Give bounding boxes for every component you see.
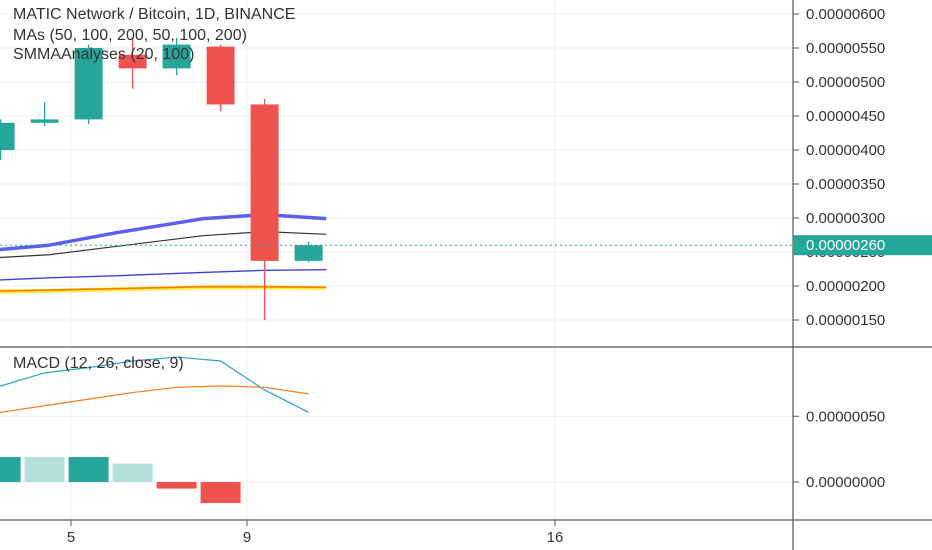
ma-legend: MAs (50, 100, 200, 50, 100, 200) (13, 27, 247, 44)
price-tick-label: 0.00000350 (806, 176, 885, 193)
macd-tick-label: 0.00000050 (806, 408, 885, 425)
x-tick-label: 9 (243, 529, 251, 546)
moving-average-line-blue (0, 268, 327, 281)
candle-body (118, 54, 147, 69)
candle-body (162, 44, 191, 69)
price-tick-label: 0.00000300 (806, 210, 885, 227)
smma-legend: SMMAAnalyses (20, 100) (13, 46, 195, 63)
macd-histogram-bar (156, 482, 197, 489)
candle-body (206, 46, 235, 105)
x-tick-label: 16 (547, 529, 564, 546)
macd-histogram-bar (200, 482, 241, 504)
price-tick-label: 0.00000600 (806, 6, 885, 23)
current-price-tag (793, 235, 932, 256)
price-tick-label: 0.00000550 (806, 40, 885, 57)
macd-pane (0, 356, 309, 504)
macd-histogram-bar (68, 457, 109, 482)
macd-histogram-bar (112, 463, 153, 482)
macd-histogram-bar (0, 457, 21, 482)
price-tick-label: 0.00000200 (806, 278, 885, 295)
candle-body (30, 119, 59, 123)
macd-legend: MACD (12, 26, close, 9) (13, 355, 184, 372)
current-price-label: 0.00000260 (806, 237, 885, 254)
price-tick-label: 0.00000450 (806, 108, 885, 125)
candle-body (250, 104, 279, 261)
macd-tick-label: 0.00000000 (806, 474, 885, 491)
candle-body (294, 245, 323, 261)
price-pane (0, 37, 793, 320)
price-tick-label: 0.00000150 (806, 312, 885, 329)
x-tick-label: 5 (67, 529, 75, 546)
chart-grid (0, 0, 793, 520)
price-tick-label: 0.00000400 (806, 142, 885, 159)
candle-body (74, 48, 103, 120)
signal-line (0, 385, 309, 413)
candle-body (0, 122, 15, 150)
price-tick-label: 0.00000500 (806, 74, 885, 91)
chart-title: MATIC Network / Bitcoin, 1D, BINANCE (13, 6, 296, 23)
macd-histogram-bar (24, 457, 65, 482)
moving-average-line-yellow (0, 285, 327, 294)
macd-line (0, 356, 309, 413)
